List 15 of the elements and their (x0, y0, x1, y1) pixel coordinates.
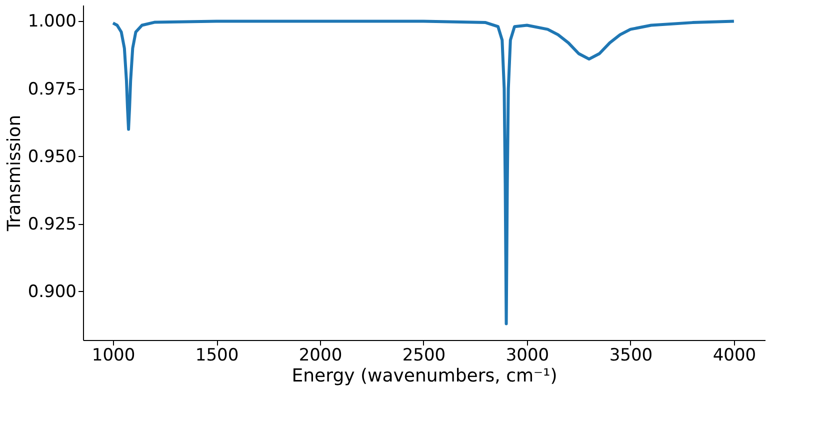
y-tick-label: 0.950 (28, 146, 76, 167)
x-axis-title: Energy (wavenumbers, cm⁻¹) (292, 366, 558, 386)
line-series (112, 20, 736, 326)
y-tick-label: 0.900 (28, 282, 76, 302)
x-tick-label: 2000 (298, 346, 342, 366)
x-tick-label: 1500 (195, 346, 239, 366)
x-tick-label: 3500 (609, 346, 653, 366)
x-tick-label: 4000 (712, 346, 756, 366)
y-tick-label: 1.000 (28, 12, 76, 32)
y-axis-title: Transmission (4, 114, 25, 232)
y-tick-label: 0.975 (28, 79, 76, 100)
x-tick-label: 2500 (402, 346, 446, 366)
x-tick-label: 1000 (92, 346, 136, 366)
y-tick-label: 0.925 (28, 214, 76, 234)
x-tick-label: 3000 (506, 346, 550, 366)
